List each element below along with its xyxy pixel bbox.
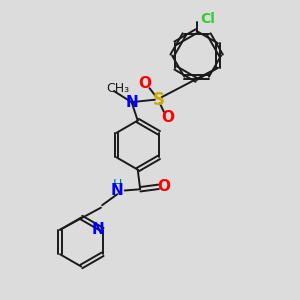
Text: H: H xyxy=(113,178,122,191)
Text: N: N xyxy=(125,95,138,110)
Text: N: N xyxy=(92,222,104,237)
Text: CH₃: CH₃ xyxy=(106,82,129,95)
Text: N: N xyxy=(111,183,124,198)
Text: S: S xyxy=(153,91,165,109)
Text: O: O xyxy=(138,76,151,91)
Text: O: O xyxy=(161,110,174,125)
Text: Cl: Cl xyxy=(200,12,215,26)
Text: O: O xyxy=(158,179,170,194)
